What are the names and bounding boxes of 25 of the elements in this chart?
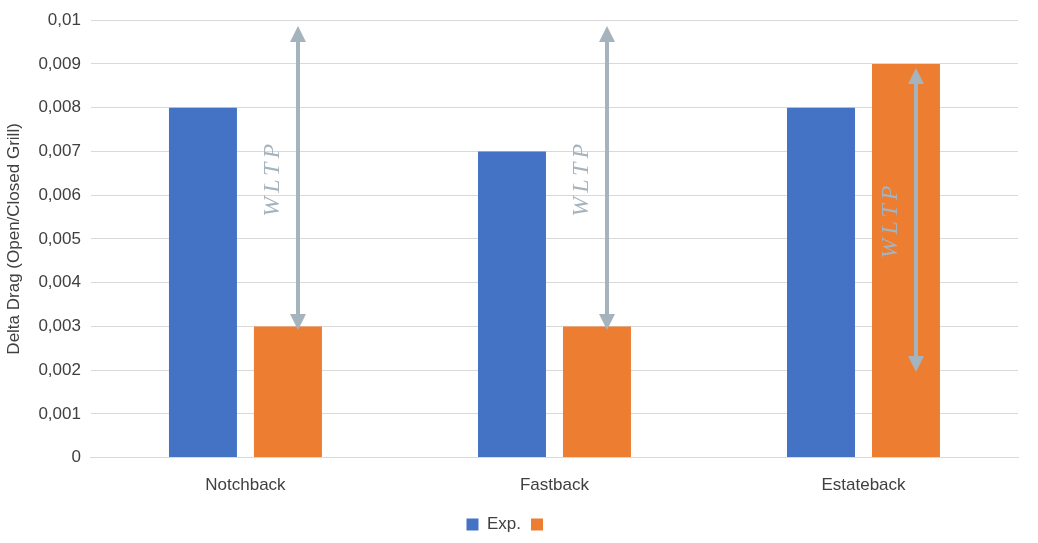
y-tick-label: 0,005 [38,228,81,248]
y-tick-label: 0,004 [38,272,81,292]
y-tick-label: 0,007 [38,141,81,161]
y-tick-label: 0,006 [38,184,81,204]
annotation: WLTP [567,139,594,217]
bar [562,326,631,458]
annotation: WLTP [876,181,903,259]
y-tick-label: 0,003 [38,316,81,336]
bar [871,63,940,458]
bar [168,107,237,458]
x-tick-label: Notchback [205,475,287,495]
y-tick-label: 0,002 [38,359,81,379]
y-axis-title: Delta Drag (Open/Closed Grill) [3,123,23,355]
bar [787,107,855,458]
y-tick-label: 0,009 [38,53,81,73]
y-tick-label: 0 [71,447,81,467]
x-tick-label: Fastback [519,475,590,495]
legend-label: Exp. [486,514,522,534]
y-tick-label: 0,01 [47,9,81,29]
bar [253,326,322,458]
y-tick-label: 0,001 [38,403,81,423]
annotation: WLTP [258,139,285,217]
y-tick-label: 0,008 [38,97,81,117]
x-tick-label: Estateback [821,475,907,495]
bar [477,151,546,458]
